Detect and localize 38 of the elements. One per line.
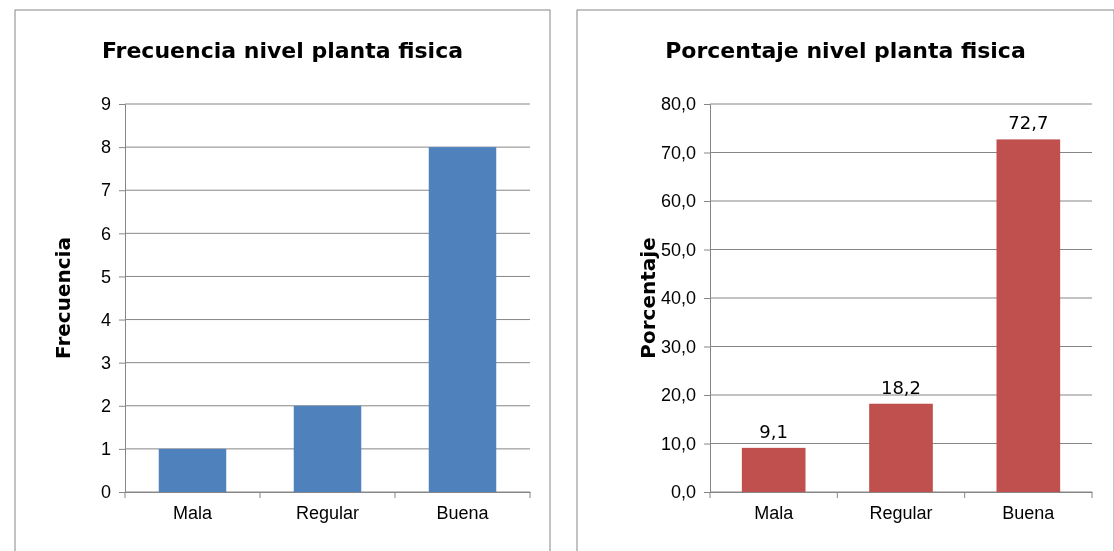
bar bbox=[996, 139, 1061, 492]
y-tick-label: 30,0 bbox=[660, 336, 696, 357]
y-tick-label: 6 bbox=[100, 223, 111, 244]
chart-title: Porcentaje nivel planta fisica bbox=[665, 38, 1026, 63]
y-tick-label: 5 bbox=[100, 266, 111, 287]
y-tick-label: 0,0 bbox=[670, 482, 696, 503]
y-tick-label: 8 bbox=[100, 137, 111, 158]
chart-title: Frecuencia nivel planta fisica bbox=[101, 38, 464, 63]
bar bbox=[158, 448, 227, 492]
y-tick-label: 2 bbox=[100, 396, 111, 417]
y-tick-label: 1 bbox=[100, 439, 111, 460]
y-axis-title: Frecuencia bbox=[51, 237, 75, 359]
data-label: 18,2 bbox=[880, 376, 922, 398]
x-tick-label: Buena bbox=[1002, 502, 1056, 523]
y-tick-label: 20,0 bbox=[660, 385, 696, 406]
bar bbox=[741, 447, 806, 492]
x-tick-label: Mala bbox=[172, 502, 213, 523]
y-tick-label: 7 bbox=[100, 180, 111, 201]
x-tick-label: Regular bbox=[295, 502, 360, 523]
y-tick-label: 10,0 bbox=[660, 433, 696, 454]
data-label: 9,1 bbox=[759, 420, 788, 442]
y-tick-label: 9 bbox=[100, 94, 111, 115]
y-tick-label: 60,0 bbox=[660, 191, 696, 212]
y-tick-label: 40,0 bbox=[660, 288, 696, 309]
data-label: 72,7 bbox=[1008, 112, 1049, 134]
bar bbox=[293, 405, 362, 492]
y-tick-label: 4 bbox=[100, 309, 111, 330]
x-tick-label: Mala bbox=[754, 502, 795, 523]
bar bbox=[428, 147, 497, 492]
y-tick-label: 80,0 bbox=[660, 94, 696, 115]
y-tick-label: 70,0 bbox=[660, 142, 696, 163]
x-tick-label: Regular bbox=[869, 502, 933, 523]
y-tick-label: 0 bbox=[100, 482, 111, 503]
y-tick-label: 50,0 bbox=[660, 239, 696, 260]
y-tick-label: 3 bbox=[100, 352, 111, 373]
y-axis-title: Porcentaje bbox=[636, 237, 660, 359]
x-tick-label: Buena bbox=[436, 502, 490, 523]
bar bbox=[869, 403, 933, 492]
